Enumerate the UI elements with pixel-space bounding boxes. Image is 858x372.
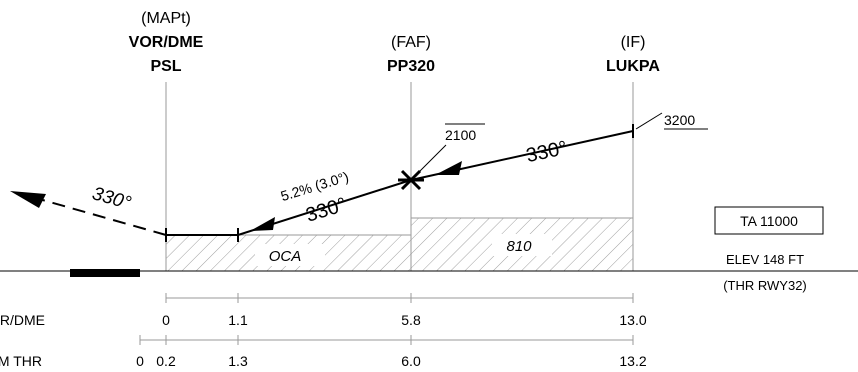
initial-arrowhead bbox=[435, 161, 462, 175]
missed-approach-arrowhead bbox=[10, 191, 46, 208]
fmthr-tick-label-2: 1.3 bbox=[228, 353, 248, 369]
intermediate-label-bg bbox=[492, 234, 552, 256]
missed-approach-line bbox=[24, 194, 167, 236]
fmthr-tick-label-4: 13.2 bbox=[619, 353, 646, 369]
final-arrowhead bbox=[250, 217, 275, 231]
final-course-label: 330° bbox=[303, 194, 349, 227]
faf-altitude-label: 2100 bbox=[445, 127, 476, 143]
oca-label: OCA bbox=[269, 248, 302, 265]
runway-bar bbox=[70, 269, 140, 277]
missed-course-label: 330° bbox=[90, 183, 134, 214]
vordme-tick-label-3: 13.0 bbox=[619, 312, 646, 328]
fmthr-tick-label-3: 6.0 bbox=[401, 353, 421, 369]
if-name-label: LUKPA bbox=[606, 58, 660, 75]
intermediate-alt-label: 810 bbox=[506, 238, 532, 255]
oca-label-bg bbox=[255, 244, 325, 266]
vordme-scale-label: VOR/DME bbox=[0, 312, 45, 328]
ta-box bbox=[714, 206, 824, 235]
if-alt-leader bbox=[635, 112, 663, 130]
initial-course-label: 330° bbox=[524, 137, 569, 167]
mapt-type-label: VOR/DME bbox=[129, 34, 204, 51]
faf-alt-leader bbox=[417, 144, 447, 174]
vordme-tick-label-0: 0 bbox=[162, 312, 170, 328]
fmthr-tick-label-1: 0.2 bbox=[156, 353, 176, 369]
fmthr-tick-label-0: 0 bbox=[136, 353, 144, 369]
transition-altitude-label: TA 11000 bbox=[740, 213, 798, 229]
mapt-role-label: (MAPt) bbox=[141, 10, 191, 27]
elevation-label: ELEV 148 FT bbox=[726, 252, 804, 267]
faf-role-label: (FAF) bbox=[391, 34, 431, 51]
mapt-name-label: PSL bbox=[150, 58, 181, 75]
faf-name-label: PP320 bbox=[387, 58, 435, 75]
fmthr-scale-label: FM THR bbox=[0, 353, 42, 369]
if-altitude-label: 3200 bbox=[664, 112, 695, 128]
faf-cross-marker bbox=[398, 169, 424, 191]
threshold-label: (THR RWY32) bbox=[723, 278, 807, 293]
if-role-label: (IF) bbox=[621, 34, 646, 51]
vordme-tick-label-2: 5.8 bbox=[401, 312, 421, 328]
vordme-tick-label-1: 1.1 bbox=[228, 312, 248, 328]
